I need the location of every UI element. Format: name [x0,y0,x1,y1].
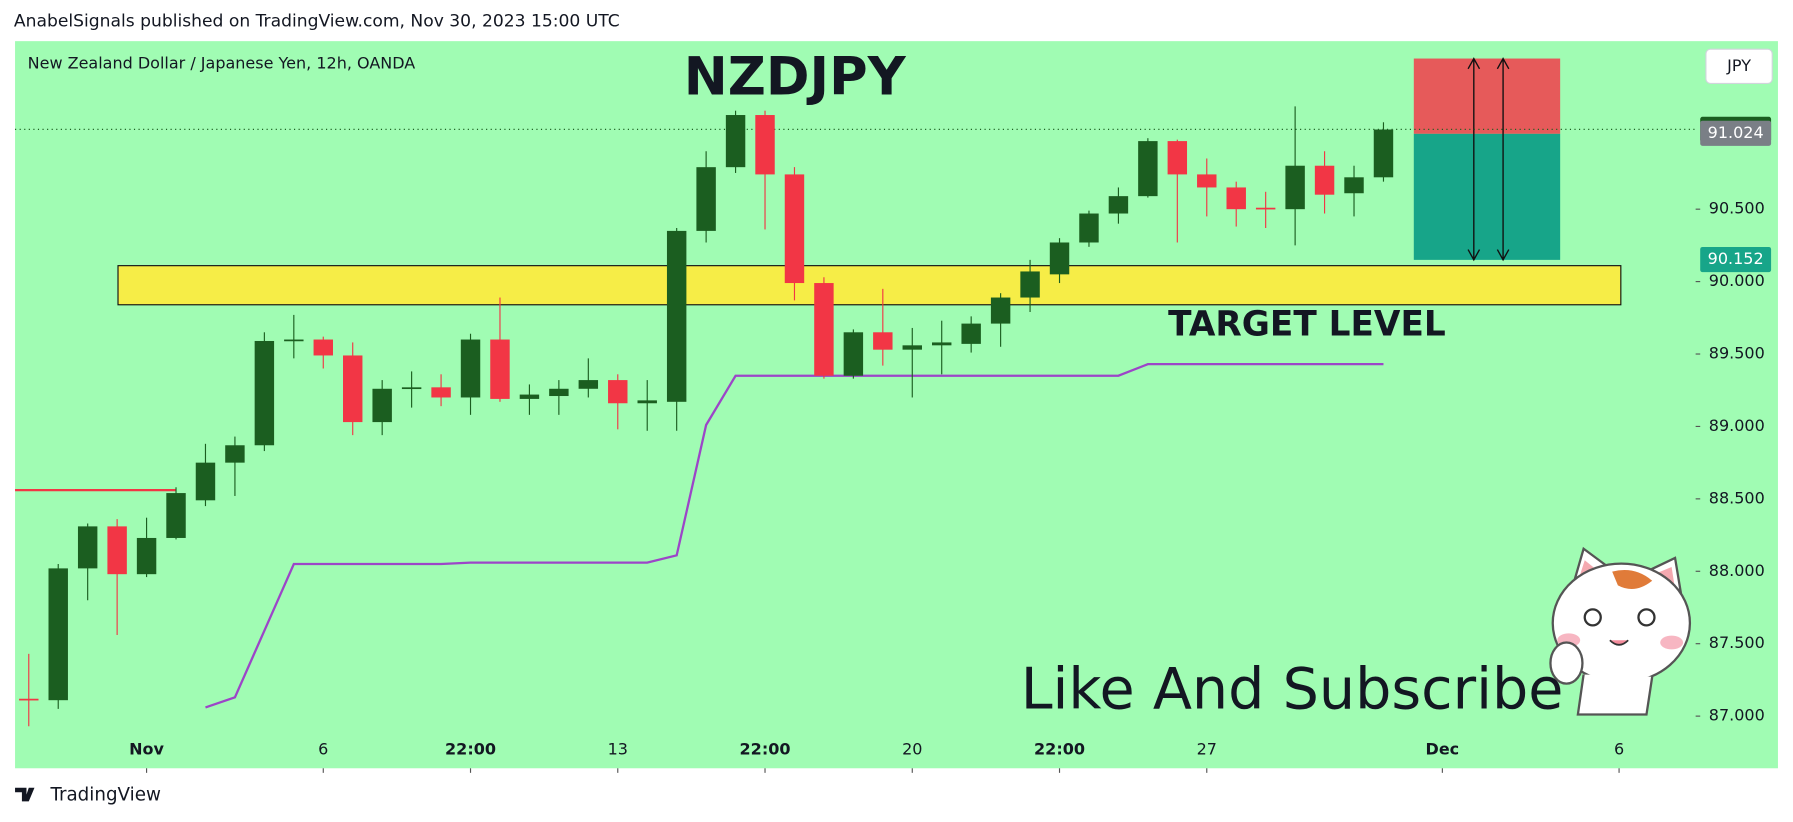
footer: TradingView [49,785,161,806]
candle-body [136,537,157,575]
candle-body [313,339,333,356]
candle-body [519,394,540,399]
candle-body [107,526,127,575]
x-tick-label: 27 [1197,739,1217,758]
y-tick-label: 89.000 [1709,416,1765,435]
stop-area [1413,58,1561,134]
candle-body [372,388,392,423]
price-label-bg [1700,247,1772,273]
candle-body [1049,242,1070,275]
target-zone [117,265,1622,306]
x-tick-label: Nov [129,739,164,758]
candle-body [1314,165,1335,195]
candle-body [725,115,746,168]
candle-body [19,698,39,701]
price-label: 90.152 [1708,249,1764,268]
candle-body [1020,271,1040,298]
candle-body [961,323,981,344]
candle-body [343,355,363,423]
candle-body [637,400,657,404]
y-tick-label: 90.500 [1709,199,1765,218]
x-tick-label: 13 [608,739,628,758]
candle-body [843,332,864,376]
zone-label: TARGET LEVEL [1168,304,1446,344]
candle-body [77,526,98,569]
candle-body [195,462,216,501]
candle-body [1226,187,1246,210]
candle-body [401,387,422,390]
candle-body [1079,213,1099,243]
x-tick-label: 22:00 [1034,739,1085,758]
x-tick-label: 20 [902,739,922,758]
annotation: Like And Subscribe [1021,656,1564,722]
currency-box[interactable] [1705,48,1773,85]
currency-label: JPY [1726,56,1751,75]
y-tick-label: 87.000 [1709,706,1765,725]
candle-body [48,568,68,701]
sticker [1549,546,1692,716]
x-tick-label: 6 [318,739,328,758]
candle-body [1344,177,1364,194]
candle-body [873,332,893,350]
x-tick-label: Dec [1426,739,1460,758]
candle-body [1255,207,1276,210]
header: AnabelSignals published on TradingView.c… [14,12,620,32]
candle-body [1285,165,1305,210]
candle-body [284,339,304,342]
candle-body [490,339,510,399]
footer-logo [15,787,35,802]
candle-body [1167,141,1188,175]
candle-body [755,115,775,175]
candle-body [932,342,952,346]
chart-title: NZDJPY [684,47,907,108]
candle-body [608,380,628,404]
y-tick-label: 89.500 [1709,344,1765,363]
candle-body [166,493,186,538]
candle-body [1108,196,1129,214]
candle-body [1197,174,1217,188]
candle-body [1138,141,1158,197]
candle-body [696,167,716,231]
y-tick-label: 88.500 [1709,488,1765,507]
candle-body [549,388,569,397]
x-tick-label: 22:00 [445,739,496,758]
candle-body [225,445,245,463]
price-label-bg [1700,120,1772,146]
candle-body [578,380,599,389]
x-tick-label: 22:00 [740,739,791,758]
candle-body [460,339,481,398]
candle-body [431,387,451,398]
overlay-line [205,363,1384,709]
candle-body [254,340,275,446]
y-tick-label: 90.000 [1709,271,1765,290]
candle-body [1373,129,1394,178]
candle-body [902,345,922,350]
y-tick-label: 87.500 [1709,633,1765,652]
chart-subtitle: New Zealand Dollar / Japanese Yen, 12h, … [28,54,416,73]
x-tick-label: 6 [1614,739,1624,758]
y-tick-label: 88.000 [1709,561,1765,580]
candle-body [990,297,1011,324]
target-area [1413,133,1561,260]
range-arrow [1496,57,1510,262]
candle-body [784,174,805,284]
price-label: 91.024 [1708,123,1764,142]
candle-body [666,230,687,402]
candle-body [814,283,834,376]
range-arrow [1467,57,1481,262]
